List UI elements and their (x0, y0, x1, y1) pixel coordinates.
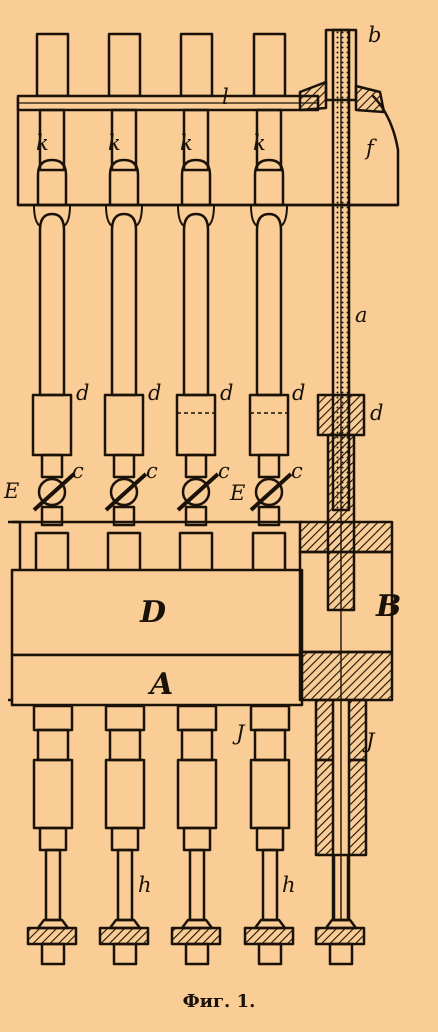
part-labels: b l f k k k k a d d d d d c c c c E E D … (3, 23, 401, 897)
label-k-1: k (36, 131, 49, 155)
figure-caption: Фиг. 1. (183, 991, 256, 1012)
label-d-1: d (76, 381, 89, 405)
block-D (10, 568, 304, 657)
block-A (10, 653, 304, 707)
label-B: B (375, 589, 401, 624)
label-A: A (147, 667, 173, 702)
label-d-5: d (370, 401, 383, 425)
k-caps (36, 158, 285, 207)
right-section-column (298, 28, 394, 922)
label-h-2: h (282, 873, 296, 897)
k-stems (38, 108, 283, 172)
label-f: f (364, 136, 377, 160)
label-d-4: d (292, 381, 305, 405)
label-k-2: k (108, 131, 121, 155)
valve-rods (38, 212, 283, 397)
bottom-knobs (26, 918, 366, 966)
label-k-4: k (253, 131, 266, 155)
label-E-2: E (229, 481, 245, 505)
label-c-4: c (291, 459, 303, 483)
label-J-2: J (362, 729, 376, 753)
valve-necks (40, 453, 281, 527)
rod-clips (33, 204, 288, 227)
label-D: D (139, 595, 166, 630)
label-b: b (368, 23, 381, 47)
label-c-2: c (146, 459, 158, 483)
d-block-collars (34, 531, 287, 575)
lower-fittings (32, 704, 291, 852)
label-c-1: c (72, 459, 84, 483)
label-k-3: k (180, 131, 193, 155)
label-l: l (222, 85, 229, 109)
label-J-1: J (232, 721, 246, 745)
h-rods (44, 848, 279, 922)
label-d-2: d (148, 381, 161, 405)
c-valves (32, 472, 293, 512)
label-a: a (355, 303, 368, 327)
label-c-3: c (218, 459, 230, 483)
label-d-3: d (220, 381, 233, 405)
label-h-1: h (138, 873, 152, 897)
top-posts (35, 32, 287, 98)
label-E-1: E (3, 479, 19, 503)
